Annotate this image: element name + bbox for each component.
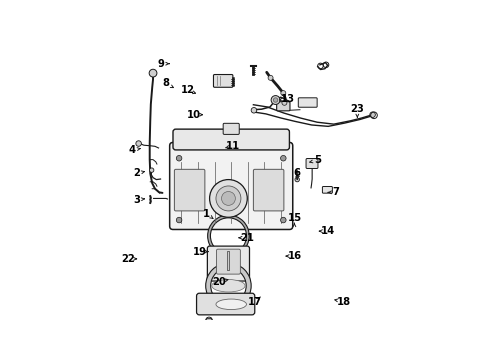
Circle shape [280, 217, 285, 223]
Circle shape [270, 96, 280, 104]
Circle shape [280, 91, 285, 96]
FancyBboxPatch shape [216, 249, 240, 274]
Circle shape [176, 217, 182, 223]
Text: 13: 13 [281, 94, 294, 104]
FancyBboxPatch shape [174, 169, 204, 211]
FancyBboxPatch shape [196, 293, 254, 315]
FancyBboxPatch shape [173, 129, 289, 150]
FancyBboxPatch shape [298, 98, 317, 107]
FancyBboxPatch shape [253, 169, 284, 211]
FancyBboxPatch shape [276, 102, 289, 111]
FancyBboxPatch shape [305, 158, 317, 168]
FancyBboxPatch shape [213, 75, 232, 87]
Circle shape [294, 177, 299, 182]
Circle shape [251, 108, 256, 113]
Text: 15: 15 [287, 213, 301, 224]
Circle shape [149, 168, 154, 172]
Text: 2: 2 [133, 168, 140, 179]
Circle shape [216, 186, 241, 211]
Circle shape [282, 100, 286, 105]
Text: 23: 23 [350, 104, 364, 114]
Text: 7: 7 [332, 187, 339, 197]
Text: 10: 10 [186, 110, 201, 120]
Ellipse shape [211, 279, 244, 292]
Text: 20: 20 [212, 276, 226, 287]
FancyBboxPatch shape [207, 246, 249, 281]
Circle shape [149, 69, 157, 77]
FancyBboxPatch shape [322, 186, 332, 193]
Text: 4: 4 [128, 145, 135, 155]
Ellipse shape [216, 299, 246, 310]
Text: 9: 9 [158, 59, 164, 69]
Circle shape [267, 75, 272, 80]
Text: 22: 22 [121, 254, 135, 264]
Text: 17: 17 [247, 297, 261, 307]
Text: 12: 12 [180, 85, 194, 95]
Text: 16: 16 [287, 251, 301, 261]
Circle shape [273, 98, 277, 102]
Text: 1: 1 [203, 209, 209, 219]
Text: 14: 14 [320, 226, 334, 236]
FancyBboxPatch shape [169, 143, 292, 229]
Text: 18: 18 [336, 297, 350, 307]
Circle shape [369, 112, 375, 117]
Text: 11: 11 [226, 141, 240, 151]
Text: 8: 8 [162, 78, 169, 89]
Circle shape [205, 317, 212, 324]
Text: 5: 5 [314, 155, 321, 165]
Text: 21: 21 [240, 233, 254, 243]
Circle shape [209, 180, 247, 217]
Text: 3: 3 [133, 195, 140, 205]
Circle shape [280, 156, 285, 161]
Circle shape [176, 156, 182, 161]
Text: 19: 19 [193, 247, 207, 257]
Circle shape [221, 192, 235, 205]
Text: 6: 6 [293, 168, 300, 179]
Circle shape [136, 141, 141, 146]
FancyBboxPatch shape [223, 123, 239, 134]
